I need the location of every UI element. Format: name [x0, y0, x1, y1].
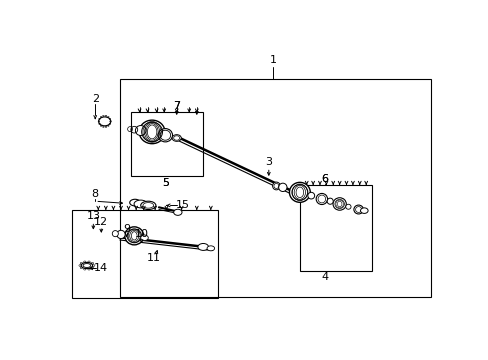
Ellipse shape [278, 183, 286, 192]
Text: 1: 1 [269, 55, 276, 65]
Ellipse shape [81, 262, 92, 269]
Ellipse shape [332, 198, 346, 210]
Ellipse shape [316, 193, 327, 204]
Text: 7: 7 [173, 100, 180, 111]
Text: 12: 12 [94, 217, 108, 227]
Ellipse shape [112, 231, 118, 237]
Ellipse shape [307, 192, 314, 199]
Ellipse shape [173, 209, 182, 215]
Ellipse shape [158, 129, 172, 142]
Text: 2: 2 [91, 94, 99, 104]
Bar [72, 210, 218, 298]
Circle shape [99, 117, 111, 126]
Ellipse shape [139, 120, 164, 144]
Ellipse shape [198, 243, 208, 251]
Text: 14: 14 [94, 263, 108, 273]
Ellipse shape [141, 201, 156, 210]
Ellipse shape [134, 200, 147, 208]
Ellipse shape [272, 182, 280, 190]
Bar [299, 185, 371, 270]
Ellipse shape [289, 183, 310, 202]
Text: 4: 4 [320, 273, 327, 283]
Ellipse shape [129, 199, 140, 206]
Text: 15: 15 [175, 201, 189, 210]
Text: 5: 5 [162, 178, 168, 188]
Ellipse shape [345, 204, 350, 209]
Ellipse shape [117, 230, 125, 239]
Text: 9: 9 [123, 224, 130, 234]
Circle shape [360, 208, 367, 213]
Text: 5: 5 [162, 178, 168, 188]
Bar [131, 112, 203, 176]
Ellipse shape [124, 227, 143, 245]
Text: 13: 13 [86, 211, 100, 221]
Circle shape [172, 135, 181, 141]
Ellipse shape [135, 126, 146, 135]
Ellipse shape [326, 198, 332, 204]
Ellipse shape [206, 246, 214, 251]
Text: 3: 3 [265, 157, 272, 167]
Text: 10: 10 [134, 229, 148, 239]
Text: 11: 11 [147, 253, 161, 263]
Text: 6: 6 [320, 174, 327, 184]
Text: 7: 7 [173, 100, 180, 111]
Ellipse shape [353, 205, 363, 214]
Text: 6: 6 [320, 174, 327, 184]
Text: 8: 8 [91, 189, 99, 199]
Bar [120, 79, 430, 297]
Circle shape [141, 235, 148, 240]
